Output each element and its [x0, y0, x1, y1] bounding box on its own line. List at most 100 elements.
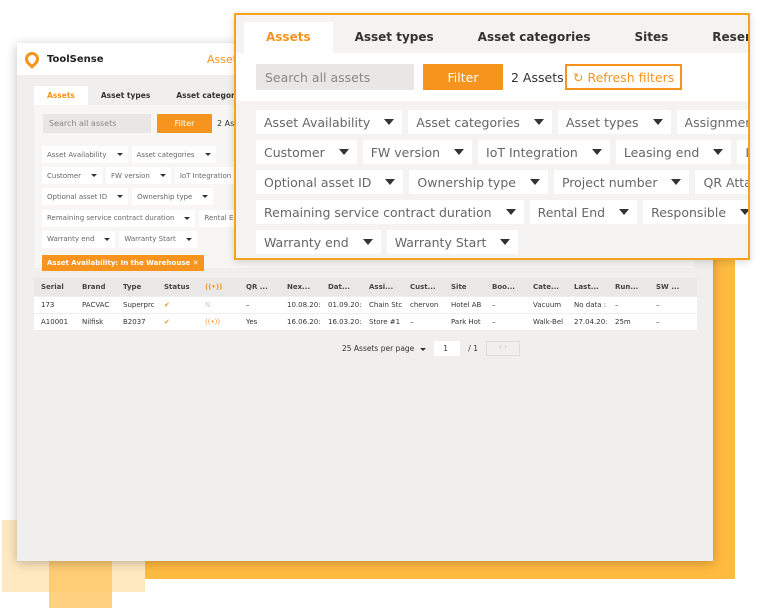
tab-asset-categories[interactable]: Asset categories	[176, 91, 247, 100]
filter-label: IoT Integration	[179, 171, 232, 180]
search-input[interactable]: Search all assets	[43, 114, 151, 133]
table-cell: Store #1	[369, 318, 401, 326]
page-input[interactable]: 1	[434, 341, 461, 356]
table-cell: –	[246, 301, 250, 309]
filter-dropdown-responsible[interactable]: Responsible	[643, 200, 748, 224]
filter-dropdown-fw-version[interactable]: FW version	[106, 167, 171, 185]
filter-dropdown-qr-attached[interactable]: QR Attached	[695, 170, 750, 194]
column-header[interactable]: SW ...	[656, 283, 680, 291]
per-page-label: 25 Assets per page	[342, 344, 415, 353]
filter-button[interactable]: Filter	[157, 114, 212, 133]
page-nav-buttons[interactable]: ‹ ›	[485, 341, 520, 356]
column-header[interactable]: Site	[451, 283, 467, 291]
column-header[interactable]: QR ...	[246, 283, 268, 291]
filter-dropdown-warranty-end[interactable]: Warranty end	[42, 230, 116, 248]
table-cell: 10.08.20:	[287, 301, 321, 309]
filter-dropdown-remaining-service-contract-duration[interactable]: Remaining service contract duration	[42, 209, 196, 227]
caret-down-icon	[591, 149, 602, 155]
filter-dropdown-leasing-end[interactable]: Leasing end	[615, 140, 732, 164]
table-cell: –	[656, 318, 660, 326]
column-header[interactable]: Cust...	[410, 283, 436, 291]
table-cell: ((•))	[198, 318, 239, 326]
filter-dropdown-iot-integration[interactable]: IoT Integration	[174, 167, 242, 185]
filter-dropdown-rental-end[interactable]: Rental End	[529, 200, 638, 224]
filter-label: Rental End	[537, 204, 606, 220]
filter-label: Assignment	[684, 114, 748, 130]
toolsense-logo-icon	[22, 49, 42, 69]
filter-dropdown-assignment[interactable]: Assignment	[676, 110, 748, 134]
filter-dropdown-leasing-par[interactable]: Leasing par	[737, 140, 748, 164]
refresh-filters-button[interactable]: ↻ Refresh filters	[565, 64, 683, 90]
column-header[interactable]: Dat...	[328, 283, 350, 291]
column-header[interactable]: Serial	[41, 283, 64, 291]
iot-signal-icon: ((•))	[205, 283, 223, 291]
checkmark-icon: ✔	[164, 318, 170, 326]
tab-assets[interactable]: Assets	[34, 86, 88, 105]
column-header[interactable]: Last...	[574, 283, 599, 291]
column-header[interactable]: Boo...	[492, 283, 515, 291]
filter-dropdown-rental-end[interactable]: Rental End	[199, 209, 242, 227]
filter-dropdown-remaining-service-contract-duration[interactable]: Remaining service contract duration	[256, 200, 524, 224]
filter-row: Warranty end Warranty Start	[256, 230, 748, 254]
tab-sites[interactable]: Sites	[634, 30, 669, 44]
column-header[interactable]: Nex...	[287, 283, 311, 291]
tab-asset-types[interactable]: Asset types	[100, 91, 151, 100]
asset-count: 2 Assets	[511, 70, 564, 85]
tab-bar: Assets Asset types Asset categories Sites Re…	[244, 22, 748, 53]
caret-down-icon	[529, 179, 540, 185]
filter-dropdown-fw-version[interactable]: FW version	[362, 140, 473, 164]
caret-down-icon	[202, 195, 209, 199]
active-filter-tag[interactable]: Asset Availability: In the Warehouse ✕	[42, 255, 204, 271]
filter-dropdown-asset-types[interactable]: Asset types	[557, 110, 671, 134]
search-row: Search all assets Filter 2 Assets ↻ Refr…	[236, 53, 748, 101]
table-cell: ✔	[157, 318, 198, 326]
caret-down-icon	[104, 237, 111, 241]
column-header[interactable]: Cate...	[533, 283, 559, 291]
filter-dropdown-asset-categories[interactable]: Asset categories	[408, 110, 552, 134]
caret-down-icon	[454, 149, 465, 155]
filter-label: QR Attached	[703, 174, 750, 190]
filter-button[interactable]: Filter	[423, 64, 503, 90]
search-input[interactable]: Search all assets	[256, 64, 414, 90]
table-row[interactable]: A10001 Nilfisk B2037 ✔ ((•)) Yes 16.06.20: 16.0…	[34, 314, 697, 331]
filter-dropdown-optional-asset-id[interactable]: Optional asset ID	[42, 188, 129, 206]
filter-label: Customer	[264, 144, 325, 160]
table-cell: 25m	[615, 318, 631, 326]
tab-asset-types[interactable]: Asset types	[354, 30, 434, 44]
tab-assets[interactable]: Assets	[244, 22, 333, 53]
column-header[interactable]: Brand	[82, 283, 106, 291]
table-cell: A10001	[41, 318, 69, 326]
column-header[interactable]: Type	[123, 283, 142, 291]
filter-dropdown-asset-categories[interactable]: Asset categories	[131, 146, 216, 163]
filter-dropdown-optional-asset-id[interactable]: Optional asset ID	[256, 170, 404, 194]
filter-dropdown-customer[interactable]: Customer	[256, 140, 357, 164]
close-icon[interactable]: ✕	[192, 259, 199, 267]
filter-dropdown-project-number[interactable]: Project number	[553, 170, 690, 194]
column-header[interactable]: Assi...	[369, 283, 394, 291]
filter-dropdown-iot-integration[interactable]: IoT Integration	[478, 140, 610, 164]
filter-dropdown-ownership-type[interactable]: Ownership type	[409, 170, 548, 194]
filter-dropdown-warranty-end[interactable]: Warranty end	[256, 230, 381, 254]
column-header[interactable]: ((•))	[198, 283, 239, 291]
table-cell: –	[492, 318, 496, 326]
filter-label: Customer	[47, 171, 82, 180]
column-header[interactable]: Status	[164, 283, 190, 291]
tab-asset-categories[interactable]: Asset categories	[477, 30, 591, 44]
filter-row: Customer FW version IoT Integration	[42, 167, 242, 185]
filter-dropdown-ownership-type[interactable]: Ownership type	[132, 188, 214, 206]
per-page-select[interactable]: 25 Assets per page	[342, 344, 427, 353]
tab-reservations[interactable]: Reservations	[712, 30, 748, 44]
filter-dropdown-customer[interactable]: Customer	[42, 167, 103, 185]
filter-dropdown-warranty-start[interactable]: Warranty Start	[119, 230, 197, 248]
filter-row: Optional asset ID Ownership type	[42, 188, 242, 206]
filter-dropdown-asset-availability[interactable]: Asset Availability	[256, 110, 403, 134]
filter-dropdown-asset-availability[interactable]: Asset Availability	[42, 146, 128, 163]
checkmark-icon: ✔	[164, 301, 170, 309]
table-cell: 27.04.20:	[574, 318, 608, 326]
table-cell: –	[615, 301, 619, 309]
filter-dropdown-warranty-start[interactable]: Warranty Start	[386, 230, 519, 254]
table-cell: Park Hot	[451, 318, 481, 326]
table-row[interactable]: 173 PACVAC Superprc ✔ N – 10.08.20: 01.09.20: Ch…	[34, 297, 697, 314]
column-header[interactable]: Run...	[615, 283, 639, 291]
table-cell: No data :	[574, 301, 607, 309]
